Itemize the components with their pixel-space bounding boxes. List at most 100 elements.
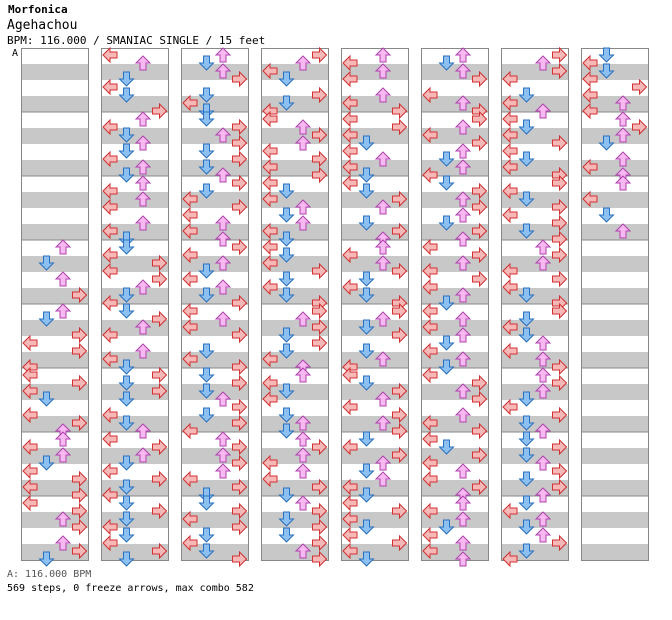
right-arrow-icon xyxy=(472,70,488,88)
right-arrow-icon xyxy=(472,478,488,496)
down-arrow-icon xyxy=(198,287,215,303)
right-arrow-icon xyxy=(152,502,168,520)
left-arrow-icon xyxy=(262,158,278,176)
down-arrow-icon xyxy=(118,455,135,471)
right-arrow-icon xyxy=(232,198,248,216)
left-arrow-icon xyxy=(262,390,278,408)
down-arrow-icon xyxy=(278,407,295,423)
left-arrow-icon xyxy=(502,398,518,416)
down-arrow-icon xyxy=(38,255,55,271)
up-arrow-icon xyxy=(534,423,552,439)
right-arrow-icon xyxy=(312,478,328,496)
right-arrow-icon xyxy=(72,374,88,392)
right-arrow-icon xyxy=(552,214,568,232)
beat-stripe xyxy=(421,160,489,176)
right-arrow-icon xyxy=(472,422,488,440)
right-arrow-icon xyxy=(232,294,248,312)
beat-stripe xyxy=(101,224,169,240)
up-arrow-icon xyxy=(294,55,312,71)
down-arrow-icon xyxy=(518,543,535,559)
down-arrow-icon xyxy=(118,415,135,431)
beat-stripe xyxy=(421,352,489,368)
right-arrow-icon xyxy=(72,486,88,504)
down-arrow-icon xyxy=(198,143,215,159)
down-arrow-icon xyxy=(438,439,455,455)
beat-stripe xyxy=(341,352,409,368)
chart-column xyxy=(501,48,569,561)
beat-stripe xyxy=(21,448,89,464)
right-arrow-icon xyxy=(312,126,328,144)
right-arrow-icon xyxy=(552,174,568,192)
up-arrow-icon xyxy=(54,535,72,551)
chart-meta: BPM: 116.000 / SMANIAC SINGLE / 15 feet xyxy=(7,34,266,47)
left-arrow-icon xyxy=(342,110,358,128)
left-arrow-icon xyxy=(102,518,118,536)
right-arrow-icon xyxy=(152,254,168,272)
down-arrow-icon xyxy=(358,135,375,151)
down-arrow-icon xyxy=(118,551,135,567)
right-arrow-icon xyxy=(232,150,248,168)
beat-stripe xyxy=(581,192,649,208)
down-arrow-icon xyxy=(358,375,375,391)
beat-stripe xyxy=(501,384,569,400)
bpm-marker: A xyxy=(12,48,19,59)
down-arrow-icon xyxy=(358,183,375,199)
down-arrow-icon xyxy=(278,271,295,287)
left-arrow-icon xyxy=(182,270,198,288)
right-arrow-icon xyxy=(72,286,88,304)
down-arrow-icon xyxy=(278,343,295,359)
left-arrow-icon xyxy=(342,246,358,264)
left-arrow-icon xyxy=(582,86,598,104)
left-arrow-icon xyxy=(502,110,518,128)
up-arrow-icon xyxy=(54,431,72,447)
down-arrow-icon xyxy=(358,487,375,503)
down-arrow-icon xyxy=(518,495,535,511)
beat-stripe xyxy=(581,160,649,176)
beat-stripe xyxy=(21,256,89,272)
down-arrow-icon xyxy=(518,223,535,239)
left-arrow-icon xyxy=(182,422,198,440)
left-arrow-icon xyxy=(262,222,278,240)
beat-stripe xyxy=(101,128,169,144)
right-arrow-icon xyxy=(232,118,248,136)
up-arrow-icon xyxy=(214,231,232,247)
down-arrow-icon xyxy=(118,143,135,159)
down-arrow-icon xyxy=(438,359,455,375)
down-arrow-icon xyxy=(198,495,215,511)
right-arrow-icon xyxy=(392,262,408,280)
down-arrow-icon xyxy=(598,63,615,79)
down-arrow-icon xyxy=(118,71,135,87)
down-arrow-icon xyxy=(278,487,295,503)
beat-stripe xyxy=(501,416,569,432)
up-arrow-icon xyxy=(214,255,232,271)
up-arrow-icon xyxy=(614,95,632,111)
down-arrow-icon xyxy=(518,151,535,167)
right-arrow-icon xyxy=(552,134,568,152)
left-arrow-icon xyxy=(262,454,278,472)
left-arrow-icon xyxy=(262,254,278,272)
left-arrow-icon xyxy=(342,398,358,416)
beat-stripe xyxy=(101,160,169,176)
up-arrow-icon xyxy=(374,87,392,103)
right-arrow-icon xyxy=(552,374,568,392)
up-arrow-icon xyxy=(454,351,472,367)
beat-stripe xyxy=(261,192,329,208)
up-arrow-icon xyxy=(374,151,392,167)
left-arrow-icon xyxy=(182,510,198,528)
chart-column xyxy=(341,48,409,561)
left-arrow-icon xyxy=(182,246,198,264)
right-arrow-icon xyxy=(312,550,328,568)
down-arrow-icon xyxy=(358,431,375,447)
song-title: Agehachou xyxy=(7,18,78,33)
down-arrow-icon xyxy=(358,167,375,183)
left-arrow-icon xyxy=(502,262,518,280)
left-arrow-icon xyxy=(582,158,598,176)
up-arrow-icon xyxy=(454,159,472,175)
up-arrow-icon xyxy=(454,311,472,327)
up-arrow-icon xyxy=(134,423,152,439)
beat-stripe xyxy=(421,288,489,304)
left-arrow-icon xyxy=(342,158,358,176)
beat-stripe xyxy=(101,64,169,80)
up-arrow-icon xyxy=(454,407,472,423)
right-arrow-icon xyxy=(312,166,328,184)
